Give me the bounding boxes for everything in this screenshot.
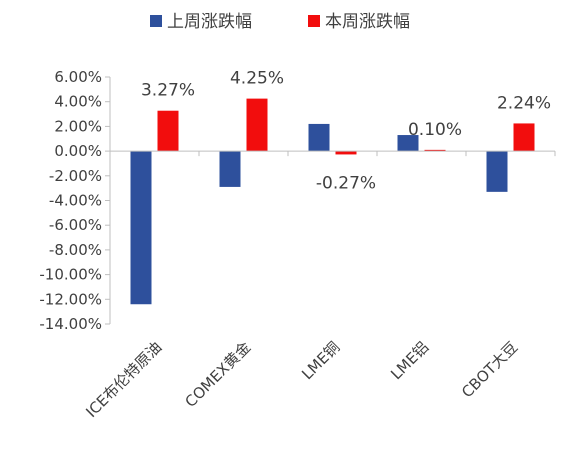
bars-group bbox=[130, 98, 535, 305]
category-label-1: COMEX黄金 bbox=[182, 338, 255, 411]
y-tick-label: 4.00% bbox=[54, 93, 102, 111]
data-label-this-week-0: 3.27% bbox=[141, 81, 195, 101]
y-tick-label: -12.00% bbox=[39, 290, 102, 308]
data-label-this-week-3: 0.10% bbox=[408, 120, 462, 140]
bar-last-week-0 bbox=[130, 151, 152, 305]
legend-swatch-1 bbox=[308, 15, 320, 27]
y-tick-label: 6.00% bbox=[54, 68, 102, 86]
y-tick-label: -2.00% bbox=[49, 167, 102, 185]
y-tick-label: -6.00% bbox=[49, 216, 102, 234]
data-label-this-week-1: 4.25% bbox=[230, 69, 284, 89]
data-label-this-week-4: 2.24% bbox=[497, 93, 551, 113]
y-tick-label: 2.00% bbox=[54, 117, 102, 135]
bar-this-week-3 bbox=[424, 149, 446, 152]
category-label-4: CBOT大豆 bbox=[458, 338, 521, 401]
category-label-0: ICE布伦特原油 bbox=[82, 338, 165, 421]
category-label-3: LME铝 bbox=[387, 338, 432, 383]
legend-swatch-0 bbox=[150, 15, 162, 27]
legend-label-1: 本周涨跌幅 bbox=[325, 12, 410, 32]
bar-last-week-4 bbox=[486, 151, 508, 192]
bar-this-week-0 bbox=[157, 110, 179, 152]
data-label-this-week-2: -0.27% bbox=[316, 173, 376, 193]
bar-this-week-4 bbox=[513, 123, 535, 152]
y-tick-label: 0.00% bbox=[54, 142, 102, 160]
category-label-2: LME铜 bbox=[298, 338, 343, 383]
legend-label-0: 上周涨跌幅 bbox=[167, 12, 252, 32]
bar-last-week-3 bbox=[397, 135, 419, 152]
axes-group: 6.00% 4.00% 2.00% 0.00% -2.00% -4.00% -6.00% -8… bbox=[39, 68, 556, 333]
y-tick-label: -10.00% bbox=[39, 266, 102, 284]
bar-last-week-1 bbox=[219, 151, 241, 187]
legend: 上周涨跌幅 本周涨跌幅 bbox=[150, 12, 410, 32]
y-tick-label: -8.00% bbox=[49, 241, 102, 259]
bar-this-week-1 bbox=[246, 98, 268, 152]
y-tick-label: -14.00% bbox=[39, 315, 102, 333]
labels-group: 3.27% 4.25% -0.27% 0.10% 2.24% ICE布伦特原油 COMEX黄… bbox=[82, 69, 551, 421]
bar-this-week-2 bbox=[335, 151, 357, 155]
bar-last-week-2 bbox=[308, 123, 330, 152]
y-tick-label: -4.00% bbox=[49, 192, 102, 210]
